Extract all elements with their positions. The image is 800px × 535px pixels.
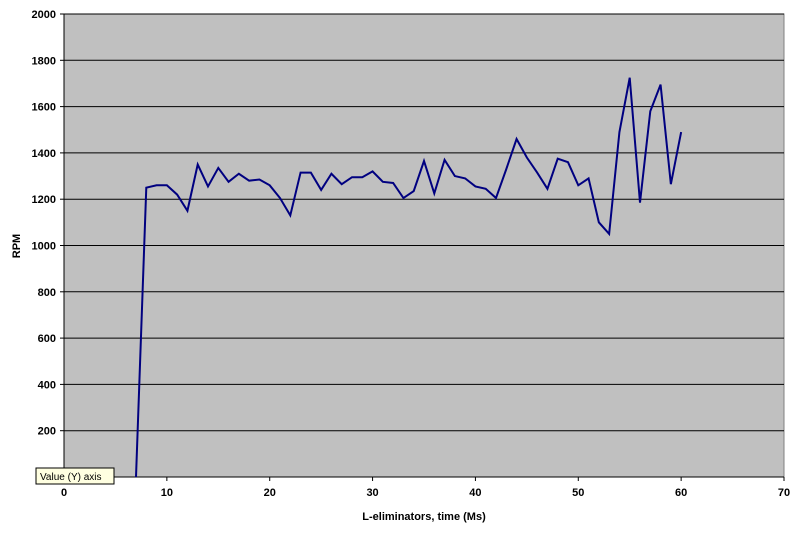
y-tick-label: 1000 (32, 241, 56, 253)
x-tick-label: 30 (366, 487, 378, 499)
y-tick-label: 1600 (32, 102, 56, 114)
x-tick-label: 10 (161, 487, 173, 499)
y-axis-title: RPM (11, 234, 23, 258)
y-tick-label: 200 (38, 426, 56, 438)
y-tick-label: 400 (38, 379, 56, 391)
data-line (135, 77, 683, 478)
tooltip-box (35, 467, 115, 485)
x-tick-label: 40 (469, 487, 481, 499)
y-tick-label: 1400 (32, 148, 56, 160)
x-axis-title: L-eliminators, time (Ms) (362, 511, 486, 523)
y-tick-label: 1200 (32, 194, 56, 206)
y-tick-label: 1800 (32, 55, 56, 67)
tooltip: Value (Y) axis (35, 467, 115, 485)
x-tick-label: 20 (264, 487, 276, 499)
y-tick-label: 800 (38, 287, 56, 299)
x-tick-label: 60 (675, 487, 687, 499)
tooltip-text: Value (Y) axis (40, 472, 102, 483)
x-tick-label: 50 (572, 487, 584, 499)
y-tick-label: 2000 (32, 9, 56, 21)
y-tick-label: 600 (38, 333, 56, 345)
x-tick-label: 70 (778, 487, 790, 499)
x-tick-label: 0 (61, 487, 67, 499)
